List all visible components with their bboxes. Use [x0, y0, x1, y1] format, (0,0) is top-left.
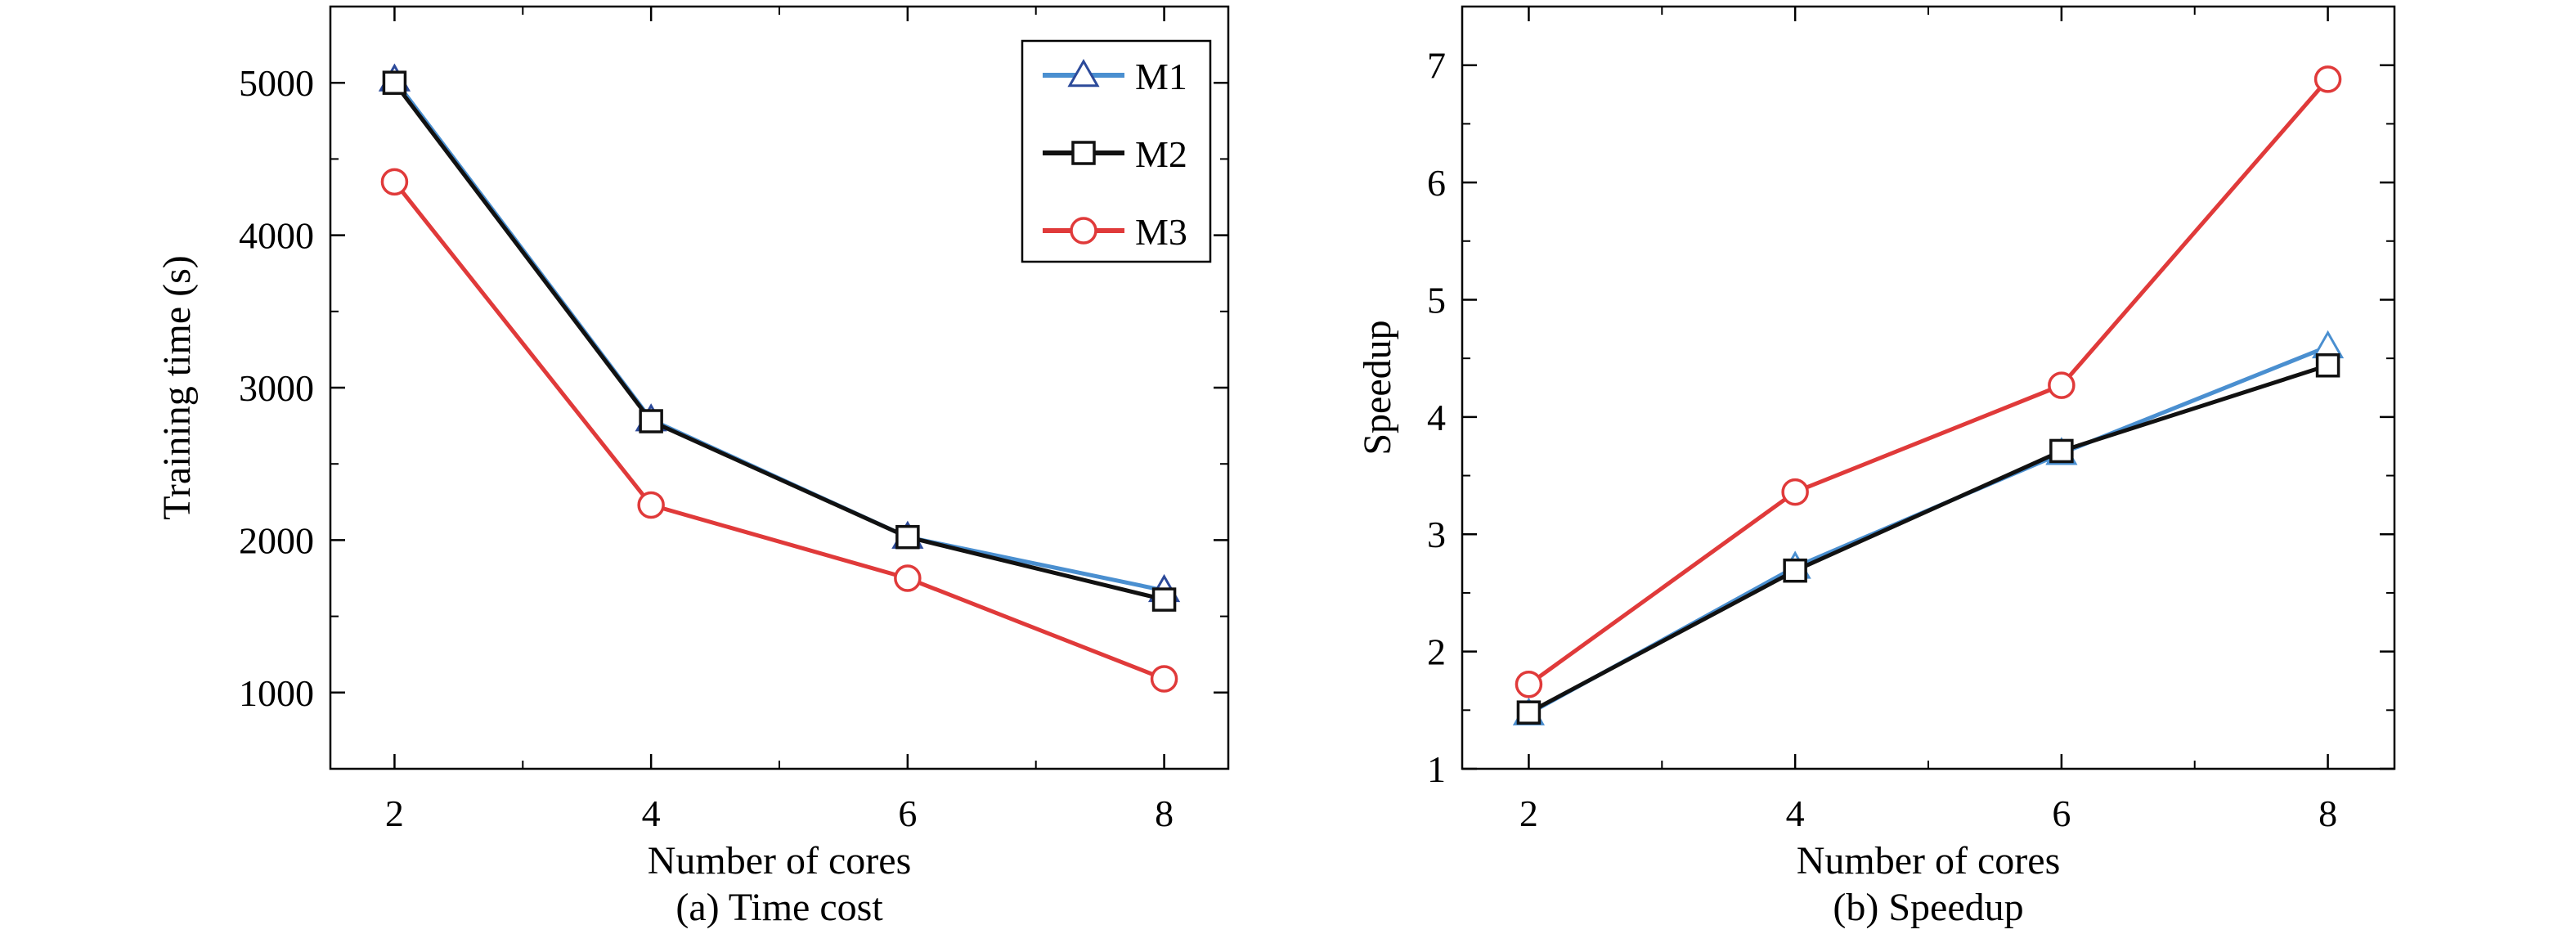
legend-marker-circle-icon: [1070, 217, 1097, 245]
series-line-m2: [393, 81, 1165, 602]
y-tick-label: 7: [1427, 45, 1446, 87]
data-point-m3: [2313, 65, 2342, 93]
y-tick-label: 5: [1427, 279, 1446, 321]
data-point-m3: [1150, 665, 1178, 693]
x-tick-label: 2: [1519, 793, 1538, 834]
x-tick-label: 8: [1155, 793, 1174, 834]
x-axis-label: Number of cores: [1797, 839, 2061, 882]
y-tick-label: 3000: [239, 367, 314, 409]
series-m2: [1516, 353, 2340, 725]
y-axis-label: Speedup: [1356, 320, 1399, 455]
data-point-m2: [639, 409, 663, 433]
data-point-m2: [1783, 558, 1807, 583]
data-point-m2: [895, 524, 920, 550]
y-tick-label: 3: [1427, 514, 1446, 555]
legend-marker-square-icon: [1071, 141, 1096, 165]
series-line-m1: [1528, 344, 2329, 716]
data-point-m2: [382, 70, 407, 95]
y-axis-label: Training time (s): [155, 255, 199, 520]
y-tick-label: 1: [1427, 748, 1446, 790]
legend-label: M1: [1135, 56, 1187, 97]
data-point-m3: [637, 491, 665, 519]
series-line-m2: [1528, 363, 2329, 715]
chart-panel-2: 2 4 6 8 1 2 3 4 5 6 7 Number of cores(b) Speedup Spe…: [1356, 5, 2396, 929]
x-axis-label: Number of cores: [648, 839, 912, 882]
series-line-m3: [1527, 78, 2330, 686]
series-m2: [382, 70, 1177, 612]
y-tick-label: 2000: [239, 519, 314, 561]
figure-caption: (a) Time cost: [675, 886, 883, 929]
data-point-m3: [1515, 671, 1543, 698]
x-tick-label: 4: [1786, 793, 1805, 834]
data-point-m2: [2049, 438, 2074, 464]
x-tick-label: 4: [642, 793, 661, 834]
legend-label: M2: [1135, 133, 1187, 175]
series-m3: [1515, 65, 2342, 698]
figure-caption: (b) Speedup: [1833, 886, 2023, 929]
data-point-m3: [2048, 371, 2076, 399]
data-point-m3: [1781, 478, 1809, 506]
y-tick-label: 6: [1427, 162, 1446, 204]
data-point-m3: [380, 168, 409, 196]
x-tick-label: 8: [2318, 793, 2337, 834]
x-tick-label: 2: [385, 793, 404, 834]
legend-marker-triangle-icon: [1067, 58, 1100, 88]
y-tick-label: 1000: [239, 672, 314, 714]
x-tick-label: 6: [898, 793, 917, 834]
legend-label: M3: [1135, 211, 1187, 253]
y-tick-label: 4000: [239, 215, 314, 257]
y-tick-label: 2: [1427, 631, 1446, 673]
series-m1: [1512, 330, 2345, 725]
data-point-m2: [1516, 700, 1542, 725]
series-line-m3: [393, 180, 1165, 681]
data-point-m2: [1151, 587, 1177, 612]
series-m3: [380, 168, 1178, 693]
legend-item-m2: M2: [1043, 133, 1187, 175]
data-point-m2: [2315, 353, 2340, 378]
legend: M1 M2 M3: [1021, 39, 1212, 263]
y-tick-label: 4: [1427, 397, 1446, 438]
y-tick-label: 5000: [239, 62, 314, 104]
x-tick-label: 6: [2052, 793, 2071, 834]
legend-item-m3: M3: [1043, 211, 1187, 253]
legend-item-m1: M1: [1043, 56, 1187, 97]
data-point-m3: [894, 564, 922, 592]
chart-panel-1: 2 4 6 8 1000 2000 3000 4000 5000 Number of cores(…: [155, 5, 1230, 929]
